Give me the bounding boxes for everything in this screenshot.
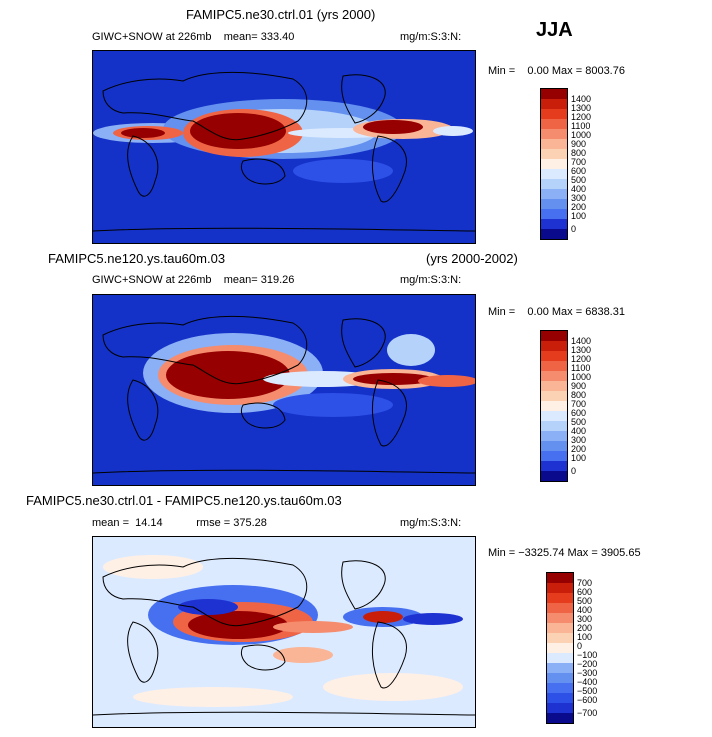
panel1-title: FAMIPC5.ne30.ctrl.01 (yrs 2000) [186, 7, 376, 22]
cbar1-tick: 800 [571, 148, 587, 158]
cbar2-tick: 300 [571, 435, 587, 445]
cbar2-tick: 1000 [571, 372, 592, 382]
cbar2-tick: 100 [571, 453, 587, 463]
cbar3-tick: −100 [577, 650, 598, 660]
panel3-colorbar: 700 600 500 400 300 200 100 0 −100 −200 … [546, 572, 597, 724]
cbar2-tick: 800 [571, 390, 587, 400]
panel2-minmax: Min = 0.00 Max = 6838.31 [488, 306, 625, 318]
panel1-stats: GIWC+SNOW at 226mb mean= 333.40 [92, 31, 295, 43]
cbar3-tick: −500 [577, 686, 598, 696]
cbar1-tick: 1200 [571, 112, 592, 122]
panel3-title: FAMIPC5.ne30.ctrl.01 - FAMIPC5.ne120.ys.… [26, 493, 342, 508]
cbar1-tick: 600 [571, 166, 587, 176]
cbar3-tick: −200 [577, 659, 598, 669]
panel1-minmax: Min = 0.00 Max = 8003.76 [488, 65, 625, 77]
cbar2-tick: 1400 [571, 336, 592, 346]
cbar2-tick: 900 [571, 381, 587, 391]
cbar2-tick: 1100 [571, 363, 591, 373]
cbar2-tick: 600 [571, 408, 587, 418]
cbar3-tick: −600 [577, 695, 598, 705]
cbar3-tick: −300 [577, 668, 598, 678]
cbar2-tick: 1300 [571, 345, 592, 355]
panel3-minmax: Min = −3325.74 Max = 3905.65 [488, 547, 641, 559]
panel3-stats: mean = 14.14 rmse = 375.28 [92, 517, 267, 529]
panel1-units: mg/m:S:3:N: [400, 31, 462, 43]
cbar3-tick: 200 [577, 623, 593, 633]
cbar1-tick: 900 [571, 139, 587, 149]
cbar1-tick: 100 [571, 211, 587, 221]
panel2-units: mg/m:S:3:N: [400, 274, 462, 286]
panel3-map [92, 536, 476, 728]
cbar1-tick: 1300 [571, 103, 592, 113]
panel1-map [92, 50, 476, 244]
cbar1-tick: 700 [571, 157, 587, 167]
panel2-stats: GIWC+SNOW at 226mb mean= 319.26 [92, 274, 295, 286]
cbar3-tick: 0 [577, 641, 583, 651]
cbar2-tick: 500 [571, 417, 587, 427]
season-label: JJA [536, 19, 573, 41]
cbar1-tick: 1000 [571, 130, 592, 140]
cbar3-tick: −700 [577, 708, 598, 718]
cbar1-tick: 0 [571, 224, 577, 234]
panel2-years: (yrs 2000-2002) [426, 251, 518, 266]
panel2-title: FAMIPC5.ne120.ys.tau60m.03 [48, 251, 226, 266]
cbar1-tick: 500 [571, 175, 587, 185]
cbar3-tick: 600 [577, 587, 593, 597]
cbar2-tick: 200 [571, 444, 587, 454]
cbar1-tick: 300 [571, 193, 587, 203]
cbar2-tick: 0 [571, 466, 577, 476]
cbar2-tick: 400 [571, 426, 587, 436]
panel1-colorbar: 1400 1300 1200 1100 1000 900 800 700 600… [540, 88, 591, 240]
cbar2-tick: 700 [571, 399, 587, 409]
panel2-colorbar: 1400 1300 1200 1100 1000 900 800 700 600… [540, 330, 591, 482]
cbar3-tick: 500 [577, 596, 593, 606]
panel2-map [92, 294, 476, 486]
cbar1-tick: 200 [571, 202, 587, 212]
cbar3-tick: 100 [577, 632, 593, 642]
cbar1-tick: 1100 [571, 121, 591, 131]
cbar3-tick: −400 [577, 677, 598, 687]
cbar1-tick: 1400 [571, 94, 592, 104]
cbar3-tick: 700 [577, 578, 593, 588]
cbar1-tick: 400 [571, 184, 587, 194]
cbar3-tick: 300 [577, 614, 593, 624]
panel3-units: mg/m:S:3:N: [400, 517, 462, 529]
cbar3-tick: 400 [577, 605, 593, 615]
cbar2-tick: 1200 [571, 354, 592, 364]
